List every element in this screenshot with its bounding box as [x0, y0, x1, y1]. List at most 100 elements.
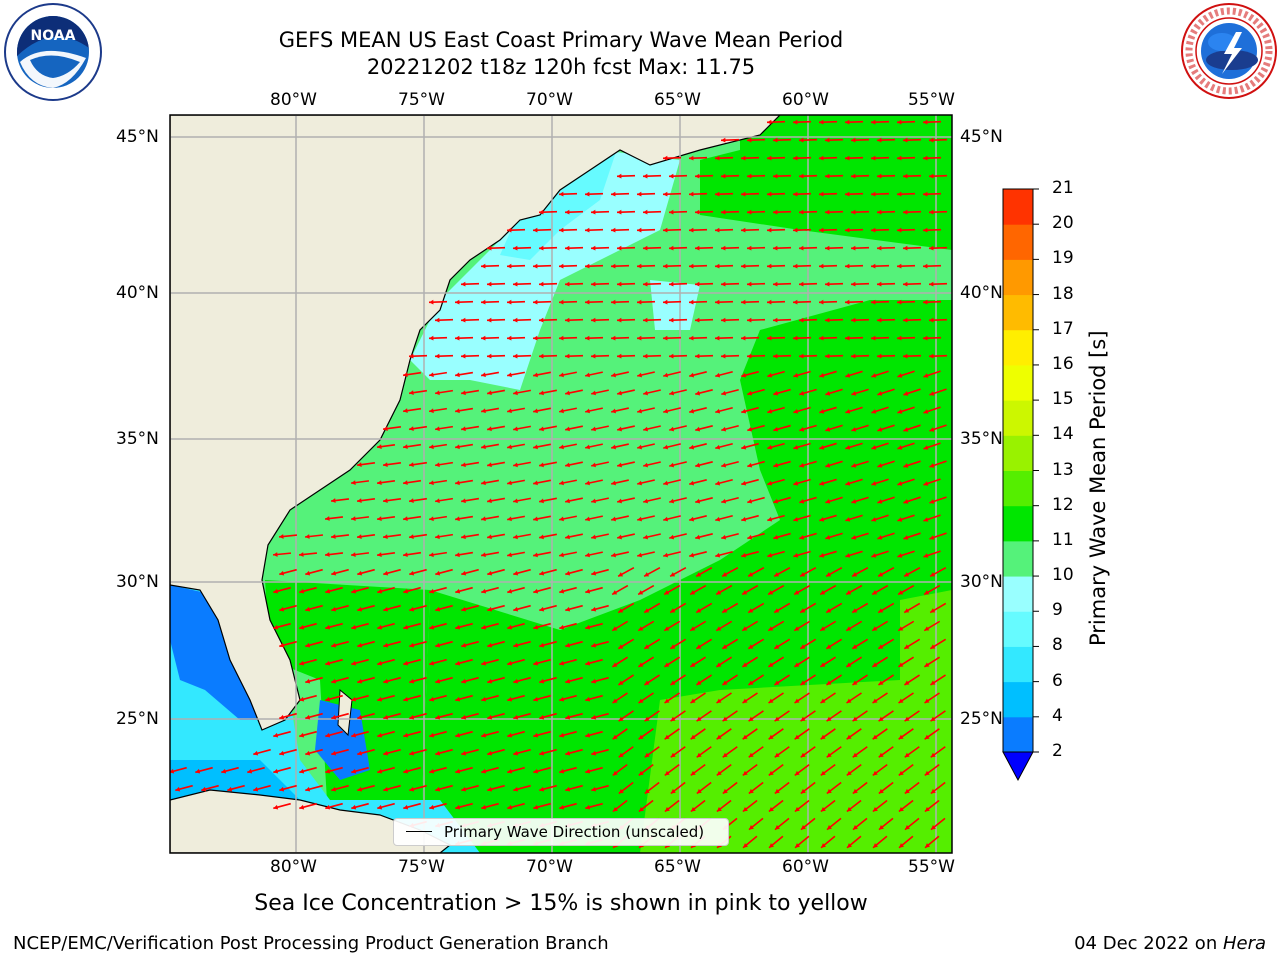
wave-arrow-head: [851, 391, 857, 396]
wave-arrow-head: [481, 299, 486, 305]
wave-arrow-head: [721, 245, 726, 251]
wave-arrow-head: [663, 408, 669, 414]
wave-arrow-head: [507, 552, 512, 558]
wave-arrow-head: [689, 299, 694, 305]
wave-arrow-head: [669, 353, 674, 359]
wave-arrow-head: [799, 209, 804, 215]
wave-arrow-head: [585, 732, 591, 738]
wave-arrow-head: [871, 191, 876, 197]
wave-arrow-head: [383, 786, 389, 792]
wave-arrow-head: [559, 552, 564, 558]
wave-arrow-head: [903, 209, 908, 215]
wave-arrow-head: [669, 317, 674, 323]
wave-arrow-head: [403, 804, 409, 810]
wave-arrow-head: [403, 660, 409, 666]
wave-arrow-head: [689, 444, 695, 450]
wave-arrow-head: [689, 263, 694, 269]
north-america-land: [170, 115, 781, 731]
wave-arrow-head: [715, 191, 720, 197]
wave-arrow-head: [591, 498, 596, 504]
wave-arrow-head: [845, 155, 850, 161]
wave-arrow-head: [325, 804, 331, 810]
wave-arrow-head: [377, 444, 382, 449]
wave-arrow-head: [513, 570, 519, 576]
wave-arrow-head: [559, 335, 564, 341]
wave-arrow-head: [715, 227, 720, 233]
wave-arrow-head: [637, 444, 643, 450]
wave-arrow-head: [591, 678, 597, 684]
wave-arrow-head: [305, 678, 311, 684]
wave-arrow-head: [455, 552, 460, 558]
wave-arrow-head: [721, 353, 726, 359]
wave-arrow-head: [690, 770, 696, 776]
wave-arrow-head: [585, 263, 590, 269]
wave-arrow-head: [826, 825, 832, 830]
wave-arrow-head: [585, 516, 590, 522]
wave-arrow-head: [455, 732, 461, 738]
wave-arrow-head: [533, 372, 538, 378]
colorbar-label: 14: [1052, 424, 1074, 445]
wave-arrow-head: [429, 516, 434, 522]
wave-arrow-head: [826, 644, 832, 649]
wave-arrow-head: [663, 552, 669, 558]
wave-arrow-head: [695, 426, 701, 432]
wave-arrow-head: [721, 390, 727, 396]
wave-arrow-head: [539, 245, 544, 251]
wave-arrow-head: [170, 768, 175, 774]
wave-arrow-head: [695, 462, 701, 468]
wave-arrow-head: [487, 426, 492, 432]
wave-arrow-head: [721, 498, 727, 504]
wave-arrow-head: [924, 590, 930, 595]
wave-arrow-head: [429, 444, 434, 450]
wave-arrow-head: [279, 642, 285, 648]
wave-arrow-head: [696, 680, 702, 685]
wave-arrow-head: [247, 768, 253, 774]
wave-arrow-head: [513, 642, 519, 648]
wave-arrow-head: [644, 716, 650, 722]
wave-arrow-head: [591, 786, 597, 792]
wave-arrow-head: [878, 752, 884, 758]
wave-arrow-head: [669, 173, 674, 179]
wave-arrow-head: [845, 119, 850, 125]
wave-arrow-head: [507, 696, 513, 702]
lon-tick-bottom-55w: 55°W: [908, 857, 955, 877]
wave-arrow-head: [689, 480, 695, 486]
wave-arrow-head: [331, 786, 337, 792]
wave-arrow-head: [299, 804, 305, 810]
wave-arrow-head: [929, 173, 934, 179]
wave-arrow-head: [741, 227, 746, 233]
wave-arrow-head: [637, 372, 643, 378]
wave-arrow-head: [825, 535, 831, 540]
wave-arrow-head: [826, 608, 832, 613]
wave-arrow-head: [852, 788, 858, 794]
wave-arrow-head: [559, 660, 565, 666]
wave-arrow-head: [878, 644, 884, 649]
wave-arrow-head: [611, 335, 616, 341]
wave-arrow-head: [611, 299, 616, 305]
wave-arrow-head: [741, 191, 746, 197]
wave-arrow-head: [794, 734, 800, 740]
wave-arrow-head: [383, 462, 388, 468]
lon-tick-bottom-60w: 60°W: [782, 857, 829, 877]
wave-arrow-head: [618, 680, 624, 685]
wave-arrow-head: [929, 137, 934, 143]
colorbar-label: 21: [1052, 178, 1074, 198]
wave-arrow-head: [721, 534, 727, 540]
wave-arrow-head: [800, 825, 806, 830]
wave-arrow-head: [689, 335, 694, 341]
nws-logo: [1180, 2, 1278, 100]
wave-arrow-head: [513, 245, 518, 251]
colorbar-label: 4: [1052, 705, 1063, 726]
wave-arrow-head: [487, 498, 492, 504]
wave-arrow-head: [533, 552, 538, 558]
wave-arrow-head: [903, 245, 908, 251]
wave-arrow-head: [565, 750, 571, 756]
wave-arrow-head: [669, 534, 675, 540]
wave-arrow-head: [585, 444, 590, 450]
wave-arrow-head: [325, 624, 331, 630]
wave-arrow-head: [175, 786, 181, 792]
wave-arrow-head: [409, 498, 414, 504]
wave-arrow-head: [513, 714, 519, 720]
wave-arrow-head: [845, 553, 851, 558]
wave-arrow-head: [435, 353, 440, 359]
